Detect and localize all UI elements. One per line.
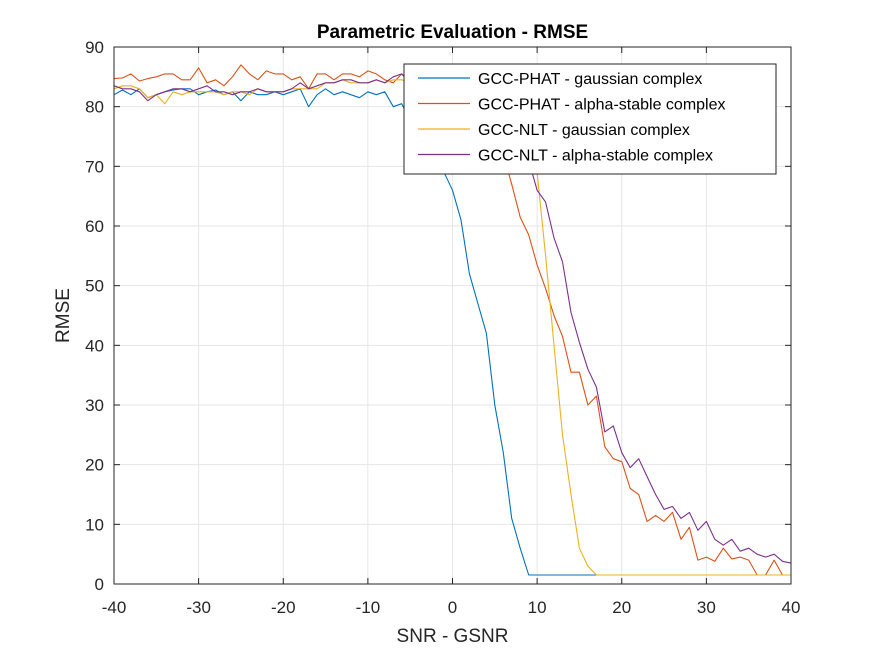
y-tick-label: 20 (85, 456, 104, 475)
legend-label-4: GCC-NLT - alpha-stable complex (478, 148, 713, 165)
x-tick-label: 0 (448, 598, 457, 617)
tick-labels: -40 -30 -20 -10 0 10 20 30 40 0 10 20 30 40 50 60 70 80 90 (85, 38, 800, 617)
x-axis-label: SNR - GSNR (397, 626, 509, 647)
y-tick-label: 70 (85, 157, 104, 176)
y-tick-label: 90 (85, 38, 104, 57)
chart-title: Parametric Evaluation - RMSE (317, 22, 588, 43)
x-tick-label: -20 (271, 598, 296, 617)
x-tick-label: 40 (782, 598, 801, 617)
y-tick-label: 10 (85, 515, 104, 534)
y-tick-label: 30 (85, 396, 104, 415)
x-tick-label: -40 (102, 598, 127, 617)
y-tick-label: 50 (85, 277, 104, 296)
legend-box (403, 63, 777, 175)
x-tick-label: 20 (612, 598, 631, 617)
legend-label-1: GCC-PHAT - gaussian complex (478, 71, 702, 88)
legend-label-2: GCC-PHAT - alpha-stable complex (478, 97, 726, 114)
x-tick-label: 10 (528, 598, 547, 617)
x-tick-label: 30 (697, 598, 716, 617)
legend-label-3: GCC-NLT - gaussian complex (478, 122, 690, 139)
axes-box (113, 46, 792, 585)
y-axis-label: RMSE (53, 288, 74, 343)
x-tick-label: -10 (356, 598, 381, 617)
y-tick-label: 40 (85, 336, 104, 355)
y-tick-label: 80 (85, 98, 104, 117)
y-tick-label: 0 (95, 575, 104, 594)
y-tick-label: 60 (85, 217, 104, 236)
axes (113, 46, 792, 585)
legend: GCC-PHAT - gaussian complex GCC-PHAT - al… (403, 63, 777, 175)
x-tick-label: -30 (186, 598, 211, 617)
